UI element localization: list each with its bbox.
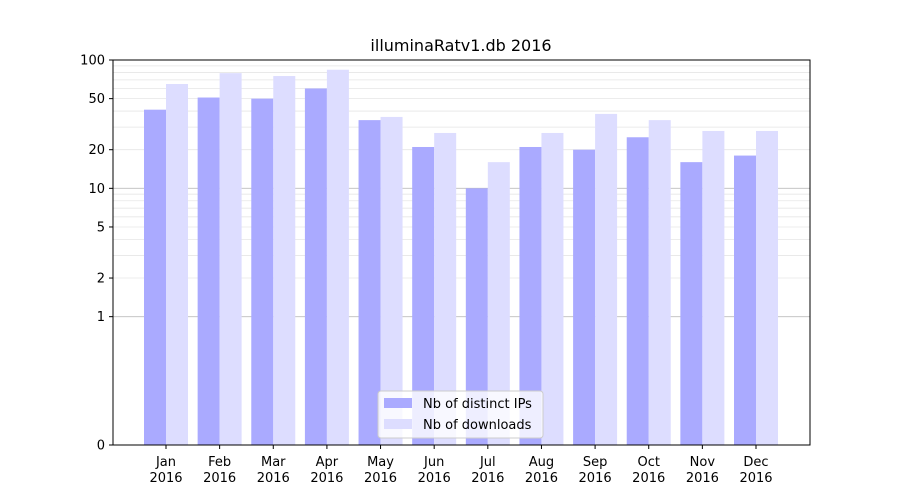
x-tick-label: Nov 2016 bbox=[686, 455, 719, 486]
x-tick-label: Apr 2016 bbox=[310, 455, 343, 486]
bar-downloads-10 bbox=[702, 130, 725, 445]
legend: Nb of distinct IPs Nb of downloads bbox=[377, 390, 544, 439]
plot-area-frame bbox=[112, 59, 811, 446]
x-tick-label: May 2016 bbox=[364, 455, 397, 486]
legend-label: Nb of downloads bbox=[423, 418, 532, 433]
y-tick-label: 1 bbox=[97, 310, 105, 325]
bar-downloads-3 bbox=[326, 69, 349, 445]
bar-distinct-ips-1 bbox=[197, 97, 220, 445]
x-tick-label: Aug 2016 bbox=[525, 455, 558, 486]
bar-downloads-8 bbox=[595, 113, 618, 446]
bar-distinct-ips-7 bbox=[519, 146, 542, 445]
y-tick-label: 100 bbox=[80, 54, 105, 69]
bar-distinct-ips-6 bbox=[465, 188, 488, 446]
bar-downloads-2 bbox=[273, 76, 296, 445]
legend-swatch bbox=[384, 398, 412, 408]
y-axis: 0 1 2 5 10 20 50 100 bbox=[80, 54, 113, 454]
legend-label: Nb of distinct IPs bbox=[423, 397, 532, 412]
x-tick-label: Jan 2016 bbox=[149, 455, 182, 486]
bar-distinct-ips-11 bbox=[734, 155, 756, 445]
bar-downloads-1 bbox=[219, 73, 242, 446]
x-axis: Jan 2016 Feb 2016 Mar 2016 Apr 2016 May 2016 Jun 20… bbox=[149, 445, 773, 486]
bar-distinct-ips-2 bbox=[251, 98, 274, 446]
bars bbox=[144, 69, 778, 446]
x-tick-label: Dec 2016 bbox=[739, 455, 772, 486]
bar-distinct-ips-5 bbox=[412, 146, 435, 445]
bar-downloads-7 bbox=[541, 132, 564, 446]
y-tick-label: 10 bbox=[88, 182, 105, 197]
bar-downloads-6 bbox=[487, 162, 510, 445]
bar-downloads-0 bbox=[166, 84, 188, 445]
y-tick-label: 20 bbox=[88, 143, 105, 158]
y-tick-label: 2 bbox=[97, 272, 105, 287]
legend-box bbox=[377, 390, 544, 439]
bar-distinct-ips-10 bbox=[680, 162, 703, 445]
x-tick-label: Oct 2016 bbox=[632, 455, 665, 486]
x-tick-label: Feb 2016 bbox=[203, 455, 236, 486]
bar-downloads-9 bbox=[648, 120, 671, 446]
y-tick-label: 50 bbox=[88, 92, 105, 107]
bar-distinct-ips-4 bbox=[358, 120, 381, 446]
y-tick-label: 0 bbox=[97, 439, 105, 454]
x-tick-label: Jun 2016 bbox=[418, 455, 451, 486]
x-tick-label: Jul 2016 bbox=[471, 455, 504, 486]
bar-downloads-5 bbox=[434, 132, 457, 446]
y-tick-label: 5 bbox=[97, 220, 105, 235]
x-tick-label: Sep 2016 bbox=[579, 455, 612, 486]
bar-downloads-4 bbox=[380, 116, 403, 446]
bar-downloads-11 bbox=[756, 130, 778, 445]
chart-title: illuminaRatv1.db 2016 bbox=[370, 36, 551, 55]
bar-distinct-ips-3 bbox=[304, 88, 327, 446]
bar-distinct-ips-0 bbox=[144, 109, 166, 445]
x-tick-label: Mar 2016 bbox=[257, 455, 290, 486]
bar-distinct-ips-9 bbox=[626, 137, 649, 446]
legend-swatch bbox=[384, 419, 412, 429]
bar-distinct-ips-8 bbox=[573, 149, 596, 445]
